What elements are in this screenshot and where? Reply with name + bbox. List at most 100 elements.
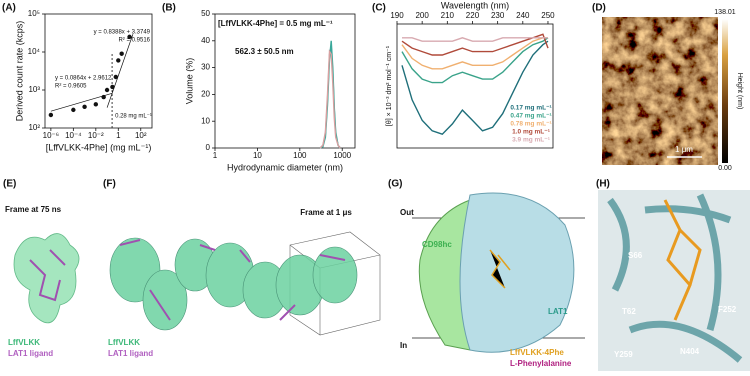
legend-peptide: LffVLKK — [8, 338, 40, 347]
panel-label: (H) — [596, 179, 610, 190]
x-tick-label: 210 — [441, 11, 455, 20]
panel-label: (F) — [103, 179, 116, 190]
series-line — [319, 49, 341, 149]
peptide-aggregate — [109, 237, 358, 331]
x-tick-label: 10⁻⁴ — [65, 131, 82, 140]
y-tick-label: 10³ — [28, 85, 40, 94]
series-line — [401, 40, 549, 136]
legend-ligand: LAT1 ligand — [108, 349, 153, 358]
point — [119, 51, 124, 56]
panel-f: (F) Frame at 1 μs LffVLKK LAT1 ligand — [103, 179, 381, 358]
x-tick-label: 220 — [466, 11, 480, 20]
panel-label: (E) — [3, 179, 16, 190]
annotation: y = 0.8388x + 3.3749 — [94, 30, 151, 36]
ligand-strands — [29, 249, 66, 302]
y-tick-label: 40 — [201, 36, 210, 45]
legend-entry: 1.0 mg mL⁻¹ — [512, 129, 550, 136]
threshold-label: 0.28 mg mL⁻¹ — [115, 114, 152, 120]
residue-label: S66 — [628, 251, 643, 260]
plot-frame — [396, 23, 554, 149]
annotation: R² = 0.9605 — [55, 84, 87, 90]
x-axis-label: Wavelength (nm) — [441, 0, 509, 10]
out-label: Out — [400, 208, 414, 217]
series-line — [402, 37, 548, 42]
x-tick-label: 10⁻⁶ — [43, 131, 59, 140]
series-line — [401, 37, 549, 84]
point — [127, 34, 132, 40]
x-tick-label: 1000 — [333, 151, 351, 160]
panel-label: (G) — [388, 179, 402, 190]
series-line — [106, 34, 134, 108]
point — [113, 74, 118, 80]
peptide-surface — [13, 233, 80, 324]
point — [48, 112, 54, 118]
x-tick-label: 250 — [541, 11, 555, 20]
compound-label: LffVLKK-4Phe — [510, 348, 564, 357]
colorbar-max: 138.01 — [714, 9, 736, 16]
residue-labels: S66 T62 Y259 N404 F252 — [614, 251, 737, 359]
x-tick-label: 200 — [415, 11, 429, 20]
colorbar-label: Height (nm) — [736, 73, 743, 110]
panel-g: (G) Out In CD98hc LAT1 LffVLKK-4Phe L-Ph… — [388, 179, 585, 368]
ligand-sticks — [489, 249, 511, 289]
x-axis-label: Hydrodynamic diameter (nm) — [227, 162, 343, 172]
x-tick-label: 10⁻² — [88, 131, 104, 140]
series-line — [50, 92, 113, 112]
plot-frame — [44, 13, 153, 129]
y-tick-label: 50 — [201, 9, 210, 18]
annotation: 562.3 ± 50.5 nm — [235, 47, 294, 56]
residue-label: T62 — [622, 307, 636, 316]
panel-e: (E) Frame at 75 ns LffVLKK LAT1 ligand — [3, 179, 80, 358]
annotation: y = 0.0864x + 2.9612 — [55, 76, 112, 82]
x-tick-label: 240 — [516, 11, 530, 20]
y-axis-label: Derived count rate (kcps) — [14, 21, 24, 122]
ligand-strands — [119, 239, 346, 321]
x-tick-label: 1 — [213, 151, 218, 160]
y-tick-label: 10² — [28, 123, 40, 132]
y-tick-label: 30 — [201, 63, 210, 72]
panel-label: (A) — [2, 3, 16, 14]
point — [104, 87, 110, 93]
scale-label: 1 μm — [675, 145, 693, 154]
legend-entry: 0.17 mg mL⁻¹ — [510, 105, 551, 112]
y-tick-label: 10⁵ — [28, 9, 40, 18]
legend-ligand: LAT1 ligand — [8, 349, 53, 358]
point — [116, 58, 121, 63]
ligand-sticks — [663, 199, 702, 321]
panel-h: (H) S66 T62 Y259 N404 F252 — [596, 179, 750, 371]
x-tick-label: 230 — [491, 11, 505, 20]
y-tick-label: 0 — [206, 143, 211, 152]
legend-entry: 0.78 mg mL⁻¹ — [510, 121, 551, 128]
series-line — [319, 46, 341, 149]
annotation: [LffVLKK-4Phe] = 0.5 mg mL⁻¹ — [218, 19, 333, 28]
x-tick-label: 10² — [135, 131, 147, 140]
colorbar — [722, 19, 728, 163]
panel-label: (D) — [592, 3, 606, 14]
x-tick-label: 190 — [390, 11, 404, 20]
series-line — [401, 37, 548, 70]
residue-label: F252 — [718, 305, 737, 314]
colorbar-min: 0.00 — [718, 165, 732, 172]
in-label: In — [400, 341, 407, 350]
cd98hc-label: CD98hc — [422, 240, 452, 249]
series-line — [401, 33, 549, 56]
y-axis-label: Volume (%) — [184, 58, 194, 105]
annotation: R² = 0.9516 — [118, 38, 150, 44]
series-line — [319, 40, 341, 149]
legend-entry: 3.9 mg mL⁻¹ — [512, 137, 550, 144]
legend-entry: 0.47 mg mL⁻¹ — [510, 113, 551, 120]
helices — [607, 193, 743, 363]
plot-frame — [214, 13, 356, 149]
legend-peptide: LffVLKK — [108, 338, 140, 347]
phe-label: L-Phenylalanine — [510, 359, 572, 368]
frame-label: Frame at 75 ns — [5, 205, 62, 214]
x-tick-label: 1 — [116, 131, 121, 140]
residue-label: N404 — [680, 347, 700, 356]
point — [93, 102, 99, 107]
point — [82, 104, 87, 110]
panel-d: (D) 1 μm 138.01 0.00 Height (nm) — [592, 3, 743, 172]
y-tick-label: 10 — [201, 116, 210, 125]
lat1-label: LAT1 — [548, 307, 568, 316]
panel-label: (B) — [162, 3, 176, 14]
